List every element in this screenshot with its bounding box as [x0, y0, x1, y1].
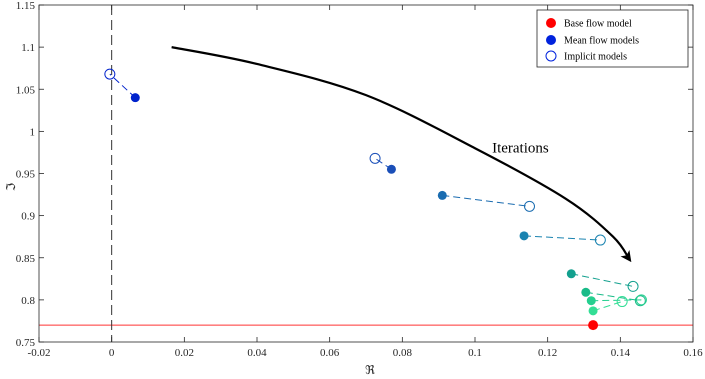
- y-tick-label-3: 0.9: [21, 211, 35, 223]
- pair-connector-3: [524, 235, 601, 241]
- y-tick-label-4: 0.95: [16, 169, 36, 181]
- x-axis-label: ℜ: [365, 363, 375, 377]
- x-tick-label-2: 0.02: [175, 347, 194, 359]
- y-tick-label-0: 0.75: [16, 337, 36, 349]
- x-tick-label-6: 0.1: [468, 347, 482, 359]
- mean-point-6: [586, 296, 596, 306]
- y-axis-label: ℑ: [4, 183, 18, 191]
- y-tick-label-8: 1.15: [16, 0, 36, 12]
- y-tick-label-6: 1.05: [16, 84, 36, 96]
- plot-content: [39, 5, 693, 342]
- x-tick-label-9: 0.16: [683, 347, 703, 359]
- plot-area: [39, 5, 693, 342]
- implicit-point-5: [634, 295, 646, 307]
- implicit-point-3: [594, 234, 606, 246]
- y-tick-label-7: 1.1: [21, 42, 35, 54]
- legend-marker-base-flow: [546, 18, 556, 28]
- legend-label-base-flow: Base flow model: [564, 19, 632, 30]
- y-tick-label-5: 1: [30, 126, 36, 138]
- legend-label-implicit: Implicit models: [564, 52, 627, 63]
- mean-point-2: [437, 190, 447, 200]
- x-tick-label-7: 0.12: [538, 347, 557, 359]
- legend-marker-implicit: [545, 50, 557, 62]
- x-tick-label-0: -0.02: [28, 347, 51, 359]
- implicit-point-0: [104, 68, 116, 80]
- mean-point-1: [386, 164, 396, 174]
- base-flow-point: [588, 320, 599, 331]
- pair-connector-4: [571, 273, 634, 287]
- implicit-point-2: [524, 200, 535, 212]
- x-tick-label-4: 0.06: [320, 347, 340, 359]
- implicit-point-7: [616, 296, 628, 308]
- mean-point-0: [130, 93, 140, 103]
- legend: Base flow model Mean flow models Implici…: [536, 9, 689, 68]
- pair-connector-6: [591, 299, 642, 302]
- mean-point-4: [566, 269, 576, 279]
- x-tick-label-3: 0.04: [247, 347, 267, 359]
- y-tick-label-1: 0.8: [21, 295, 35, 307]
- implicit-point-1: [369, 152, 381, 164]
- axes: -0.02 0 0.02 0.04 0.06 0.08 0.1 0.12 0.14 0.16 0.7…: [16, 0, 703, 359]
- legend-marker-mean-flow: [546, 35, 556, 45]
- mean-point-7: [588, 306, 598, 316]
- pair-connector-2: [442, 194, 530, 207]
- legend-label-mean-flow: Mean flow models: [564, 36, 639, 47]
- pair-connector-5: [585, 291, 641, 302]
- mean-point-5: [581, 287, 591, 297]
- implicit-point-6: [635, 294, 647, 306]
- iterations-label: Iterations: [492, 140, 549, 156]
- x-tick-label-5: 0.08: [393, 347, 413, 359]
- x-tick-label-8: 0.14: [611, 347, 631, 359]
- implicit-point-4: [627, 280, 639, 292]
- x-tick-label-1: 0: [109, 347, 115, 359]
- legend-box: [536, 9, 689, 68]
- mean-point-3: [519, 231, 529, 241]
- iterations-arrow: [171, 46, 632, 263]
- y-tick-label-2: 0.85: [16, 253, 36, 265]
- pair-connector-0: [109, 73, 136, 99]
